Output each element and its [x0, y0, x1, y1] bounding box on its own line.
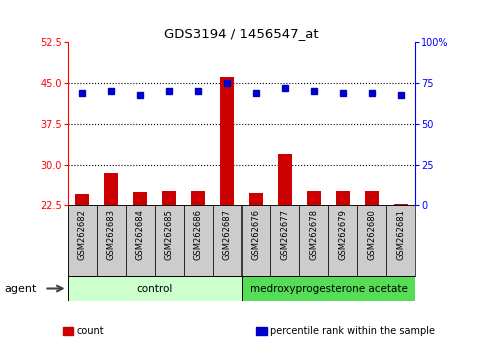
Bar [365, 191, 379, 327]
Title: GDS3194 / 1456547_at: GDS3194 / 1456547_at [164, 27, 319, 40]
Bar [97, 205, 126, 276]
Bar [68, 276, 242, 301]
Bar [191, 191, 205, 327]
Text: GSM262680: GSM262680 [368, 209, 376, 260]
Bar [155, 205, 184, 276]
Bar [162, 191, 176, 327]
Bar [299, 205, 328, 276]
Text: GSM262676: GSM262676 [252, 209, 260, 260]
Bar [242, 276, 415, 301]
Bar [75, 194, 89, 327]
Bar [394, 204, 408, 327]
Bar [68, 205, 97, 276]
Bar [126, 205, 155, 276]
Bar [213, 205, 242, 276]
Text: GSM262683: GSM262683 [107, 209, 115, 260]
Bar [336, 191, 350, 327]
Bar [307, 191, 321, 327]
Bar [357, 205, 386, 276]
Text: GSM262679: GSM262679 [339, 209, 347, 260]
Bar [220, 77, 234, 327]
Text: GSM262681: GSM262681 [397, 209, 405, 260]
Bar [104, 173, 118, 327]
Text: percentile rank within the sample: percentile rank within the sample [270, 326, 435, 336]
Text: GSM262682: GSM262682 [78, 209, 86, 260]
Text: control: control [136, 284, 173, 293]
Text: GSM262677: GSM262677 [281, 209, 289, 260]
Bar [184, 205, 213, 276]
Bar [278, 154, 292, 327]
Text: GSM262687: GSM262687 [223, 209, 231, 260]
Bar [133, 192, 147, 327]
Bar [386, 205, 415, 276]
Bar [242, 205, 270, 276]
Bar [249, 193, 263, 327]
Text: count: count [76, 326, 104, 336]
Text: agent: agent [5, 284, 37, 293]
Text: GSM262684: GSM262684 [136, 209, 144, 260]
Bar [270, 205, 299, 276]
Text: GSM262685: GSM262685 [165, 209, 173, 260]
Text: GSM262678: GSM262678 [310, 209, 318, 260]
Bar [328, 205, 357, 276]
Text: GSM262686: GSM262686 [194, 209, 202, 260]
Text: medroxyprogesterone acetate: medroxyprogesterone acetate [250, 284, 407, 293]
